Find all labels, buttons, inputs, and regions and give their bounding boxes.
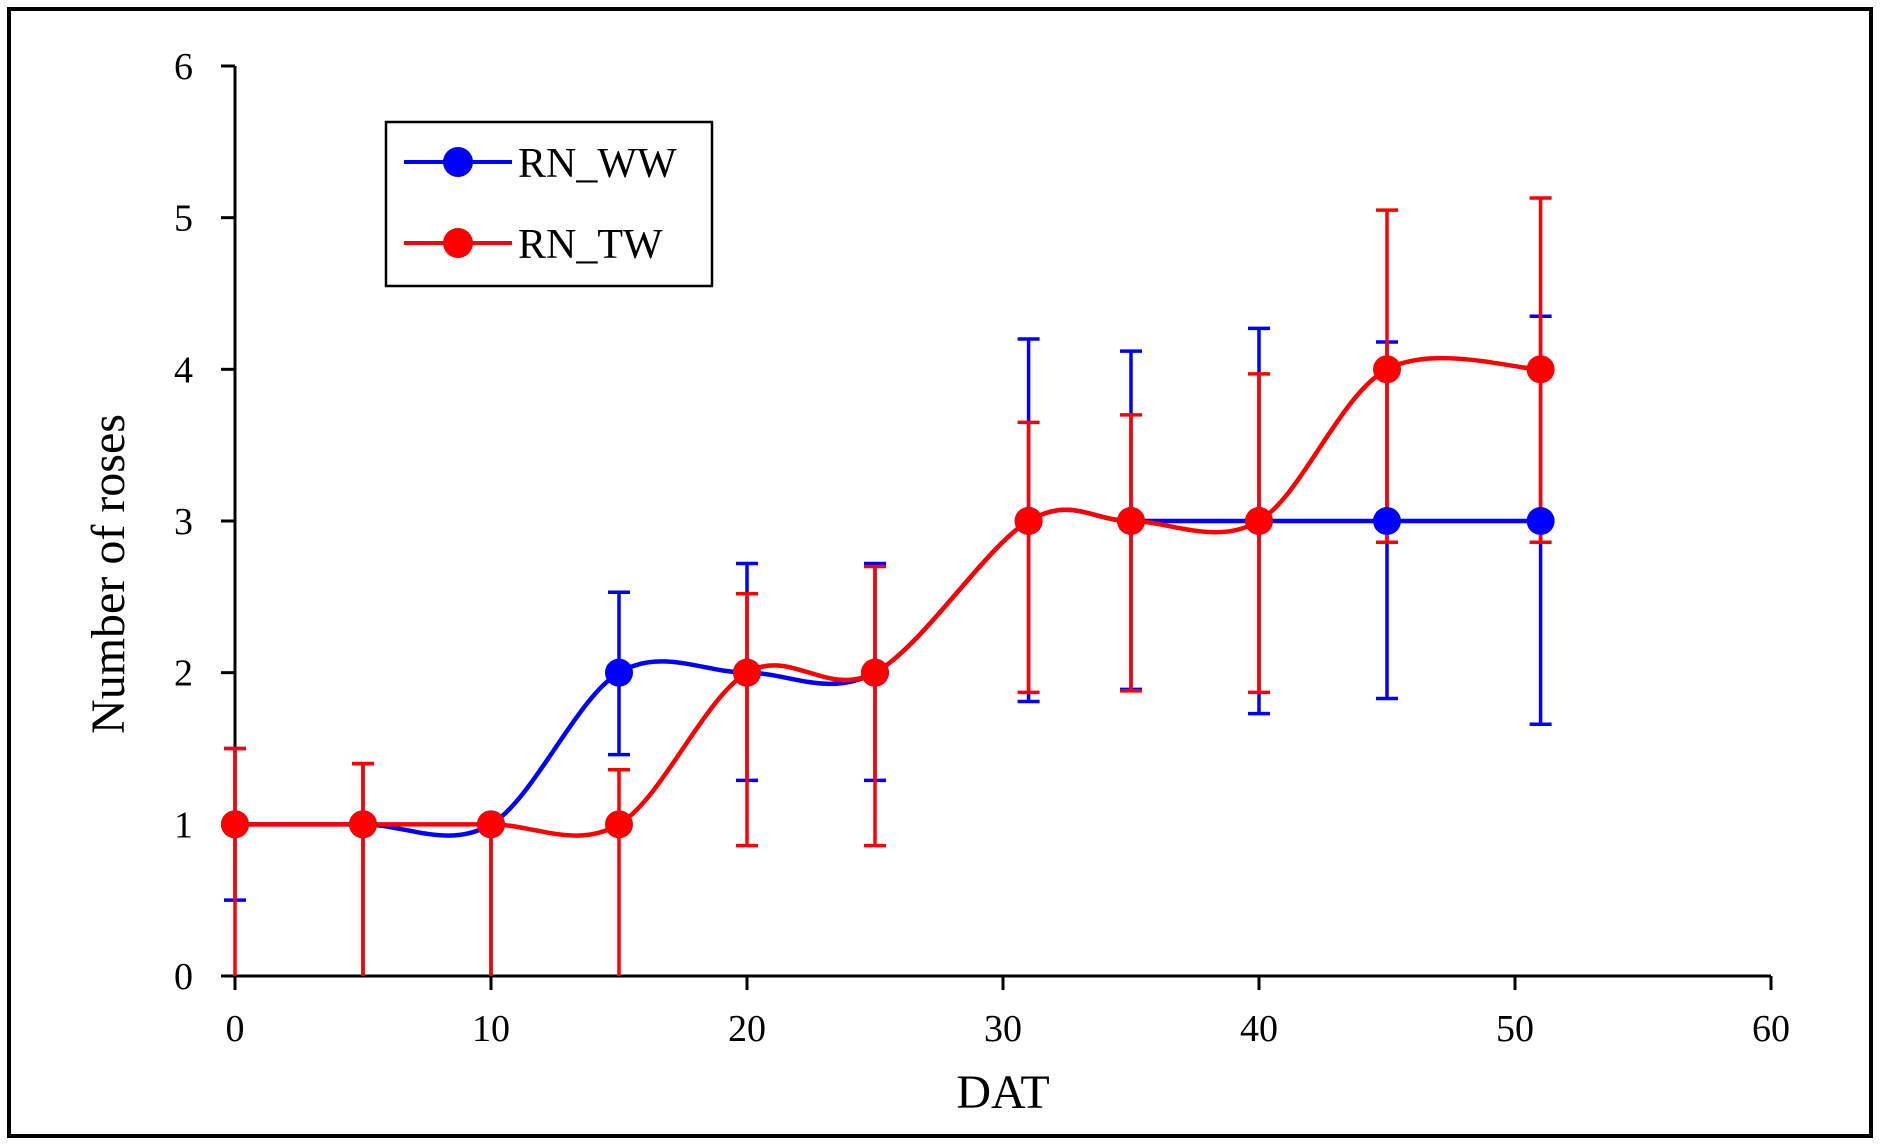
x-tick-label: 60 — [1752, 1008, 1790, 1050]
data-point-rn-tw — [605, 810, 633, 839]
x-tick-label: 20 — [728, 1008, 766, 1050]
y-tick-label: 1 — [174, 804, 193, 846]
data-point-rn-tw — [349, 810, 377, 839]
data-point-rn-tw — [1373, 355, 1401, 384]
x-tick-label: 40 — [1240, 1008, 1278, 1050]
data-point-rn-tw — [733, 658, 761, 687]
legend-label-rn-ww: RN_WW — [518, 141, 677, 187]
data-point-rn-tw — [1117, 507, 1145, 535]
data-point-rn-ww — [1526, 507, 1555, 535]
y-tick-label: 4 — [174, 349, 193, 391]
data-point-rn-tw — [1245, 507, 1273, 535]
legend-marker-rn-ww — [443, 147, 473, 177]
y-tick-label: 3 — [174, 501, 193, 543]
data-point-rn-ww — [605, 658, 633, 687]
x-tick-label: 0 — [226, 1008, 245, 1050]
data-point-rn-tw — [477, 810, 505, 839]
series-markers — [221, 355, 1555, 839]
legend-box — [384, 120, 714, 288]
data-point-rn-ww — [1373, 507, 1401, 535]
data-point-rn-tw — [861, 658, 889, 687]
data-point-rn-tw — [1014, 507, 1043, 535]
x-tick-label: 10 — [472, 1008, 510, 1050]
y-tick-label: 5 — [174, 198, 193, 240]
x-axis-title: DAT — [956, 1066, 1049, 1119]
y-axis-title: Number of roses — [82, 414, 135, 734]
y-tick-label: 2 — [174, 653, 193, 695]
chart-border — [7, 7, 1873, 1138]
data-point-rn-tw — [221, 810, 249, 839]
x-tick-label: 50 — [1496, 1008, 1534, 1050]
y-tick-label: 6 — [174, 46, 193, 88]
legend-marker-rn-tw — [443, 228, 473, 258]
x-tick-label: 30 — [984, 1008, 1022, 1050]
legend-label-rn-tw: RN_TW — [518, 222, 663, 268]
y-tick-label: 0 — [174, 956, 193, 998]
data-point-rn-tw — [1526, 355, 1555, 384]
legend: RN_WW RN_TW — [384, 120, 714, 288]
